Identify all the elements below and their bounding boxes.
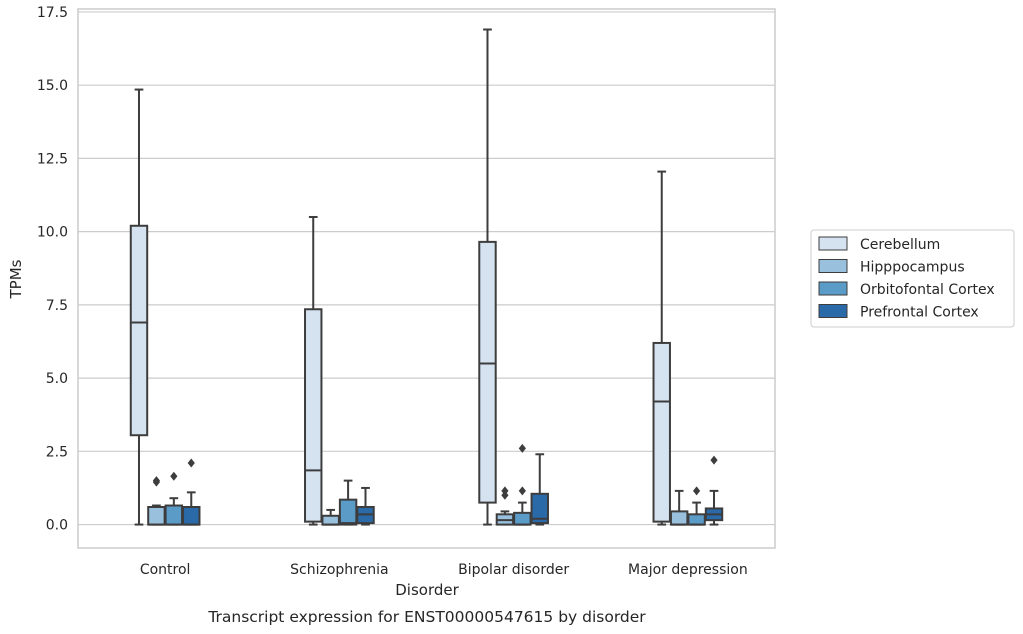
box-hipppocampus: [669, 489, 689, 526]
y-gridlines: [78, 11, 775, 526]
outlier-point: [152, 476, 161, 486]
legend-swatch: [818, 304, 848, 318]
x-tick-labels: Control Schizophrenia Bipolar disorder Majo…: [140, 562, 748, 578]
box-iqr: [530, 492, 549, 525]
outlier-point: [187, 458, 195, 468]
box-iqr: [513, 511, 532, 526]
box-iqr: [182, 505, 201, 526]
box-iqr: [652, 341, 671, 523]
x-tick-label: Bipolar disorder: [458, 562, 569, 578]
plot-area-frame: [77, 8, 776, 549]
box-iqr: [147, 505, 166, 526]
box-cerebellum: [304, 215, 323, 526]
box-orbitofontal-cortex: [338, 479, 358, 526]
y-tick-label: 0.0: [46, 518, 68, 534]
box-orbitofontal-cortex: [164, 471, 184, 526]
legend-swatch: [818, 259, 848, 273]
box-cerebellum: [129, 88, 149, 526]
y-tick-labels: 0.0 2.5 5.0 7.5 10.0 12.5 15.0 17.5: [37, 5, 68, 534]
x-axis-title: Disorder: [395, 581, 459, 599]
box-hipppocampus: [495, 486, 515, 526]
legend-swatch: [818, 236, 848, 251]
legend-swatch: [818, 281, 848, 296]
box-iqr: [304, 308, 323, 523]
box-orbitofontal-cortex: [513, 443, 532, 526]
box-series: [129, 28, 724, 526]
y-tick-label: 12.5: [37, 151, 68, 167]
box-cerebellum: [652, 170, 671, 526]
y-tick-label: 5.0: [46, 371, 68, 387]
legend-frame: [810, 229, 1015, 328]
box-prefrontal-cortex: [182, 458, 201, 526]
chart-caption: Transcript expression for ENST0000054761…: [207, 608, 646, 626]
box-iqr: [687, 513, 706, 526]
box-prefrontal-cortex: [704, 455, 724, 526]
x-tick-label: Control: [140, 562, 191, 578]
outlier-point: [518, 486, 526, 496]
y-tick-label: 15.0: [37, 78, 68, 94]
outlier-point: [518, 443, 526, 453]
box-prefrontal-cortex: [356, 486, 375, 526]
legend-label: Cerebellum: [860, 237, 940, 253]
box-iqr: [338, 498, 358, 526]
box-iqr: [478, 240, 497, 504]
y-axis-title: TPMs: [7, 259, 25, 299]
box-iqr: [164, 504, 184, 526]
outlier-point: [170, 471, 178, 481]
y-tick-label: 7.5: [46, 298, 68, 314]
box-iqr: [129, 224, 149, 437]
outlier-point: [692, 486, 701, 496]
x-tick-label: Major depression: [628, 562, 748, 578]
outlier-point: [710, 455, 718, 465]
legend-label: Hipppocampus: [860, 260, 965, 276]
box-orbitofontal-cortex: [687, 486, 706, 526]
box-hipppocampus: [321, 508, 340, 526]
legend-label: Prefrontal Cortex: [860, 305, 979, 321]
y-tick-label: 2.5: [46, 444, 68, 460]
box-iqr: [669, 510, 689, 526]
outlier-point: [501, 486, 509, 496]
y-tick-label: 10.0: [37, 225, 68, 241]
x-tick-label: Schizophrenia: [290, 562, 388, 578]
legend-label: Orbitofontal Cortex: [860, 282, 995, 298]
y-tick-label: 17.5: [37, 5, 68, 21]
legend: Cerebellum Hipppocampus Orbitofontal Corte…: [810, 229, 1015, 328]
box-cerebellum: [478, 28, 497, 526]
box-iqr: [321, 514, 340, 526]
box-hipppocampus: [147, 476, 166, 526]
box-prefrontal-cortex: [530, 453, 549, 526]
